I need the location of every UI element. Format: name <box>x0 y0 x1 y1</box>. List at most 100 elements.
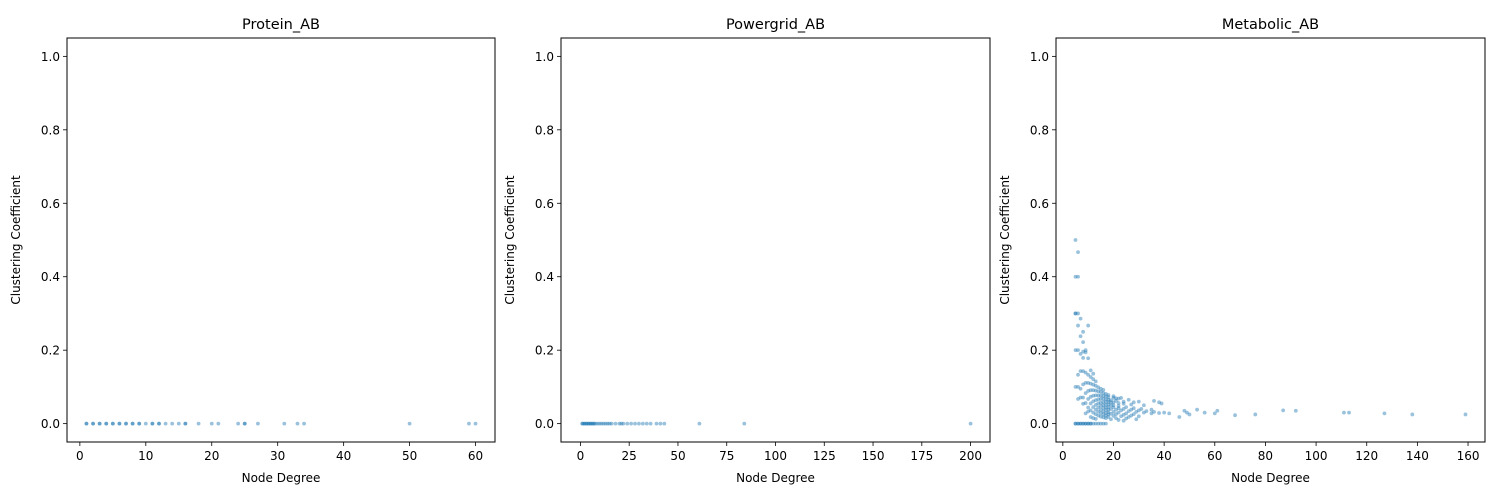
x-tick-label: 40 <box>336 449 351 463</box>
data-point <box>1152 398 1156 403</box>
data-point <box>1096 413 1101 418</box>
data-point <box>586 421 591 426</box>
data-point <box>1106 393 1111 397</box>
data-point <box>1103 421 1108 426</box>
y-tick-label: 0.0 <box>535 417 554 431</box>
data-point <box>1106 405 1111 410</box>
data-point <box>1086 389 1091 393</box>
plot-frame <box>1055 37 1486 443</box>
data-point <box>1124 405 1129 410</box>
data-point <box>590 421 595 426</box>
x-tick-label: 200 <box>959 449 982 463</box>
x-tick-label: 175 <box>910 449 933 463</box>
data-point <box>1088 381 1093 386</box>
data-point <box>1111 394 1116 398</box>
x-tick-label: 75 <box>719 449 734 463</box>
data-point <box>1078 386 1083 391</box>
data-point <box>648 421 653 426</box>
data-point <box>1086 397 1091 401</box>
data-point <box>1096 385 1101 390</box>
data-point <box>1093 407 1098 412</box>
data-point <box>143 421 148 426</box>
data-point <box>1109 407 1113 411</box>
data-point <box>1177 415 1182 419</box>
data-point <box>1141 403 1146 408</box>
data-point <box>584 421 589 426</box>
data-point <box>1109 398 1113 403</box>
x-tick-label: 120 <box>1355 449 1378 463</box>
data-point <box>91 421 95 426</box>
y-tick-label: 0.6 <box>535 197 554 211</box>
data-point <box>407 421 412 426</box>
x-axis-label: Node Degree <box>1231 471 1310 485</box>
data-point <box>1101 394 1106 398</box>
data-point <box>196 421 201 426</box>
data-point <box>97 421 102 426</box>
data-point <box>183 421 188 426</box>
data-point <box>236 421 241 426</box>
data-point <box>1086 323 1091 328</box>
data-point <box>1119 396 1123 400</box>
data-point <box>117 421 122 426</box>
data-point <box>1091 416 1096 421</box>
data-point <box>1078 369 1083 374</box>
data-point <box>613 421 618 426</box>
data-point <box>1121 399 1126 404</box>
data-point <box>97 421 102 426</box>
data-point <box>150 421 155 426</box>
x-tick-label: 25 <box>622 449 637 463</box>
data-point <box>1088 421 1093 426</box>
data-point <box>1111 409 1116 414</box>
data-point <box>662 421 667 426</box>
data-point <box>601 421 606 426</box>
y-tick-label: 0.6 <box>1030 197 1049 211</box>
data-point <box>1073 238 1078 242</box>
data-point <box>295 421 300 426</box>
data-point <box>1103 400 1108 404</box>
x-tick-label: 60 <box>1207 449 1222 463</box>
data-point <box>1144 409 1149 414</box>
y-tick-label: 1.0 <box>41 50 60 64</box>
data-point <box>1124 411 1129 416</box>
y-tick-label: 0.4 <box>535 270 554 284</box>
data-point <box>1086 421 1091 426</box>
data-point <box>1109 403 1113 408</box>
data-point <box>1088 375 1093 379</box>
data-point <box>1098 411 1103 415</box>
data-point <box>1101 409 1106 414</box>
data-point <box>1081 395 1085 400</box>
data-point <box>1096 397 1101 402</box>
data-point <box>1106 400 1111 404</box>
data-point <box>742 421 747 426</box>
data-point <box>1073 421 1078 426</box>
x-tick-label: 50 <box>670 449 685 463</box>
data-point <box>1093 398 1098 403</box>
x-tick-label: 0 <box>76 449 84 463</box>
data-point <box>1106 415 1111 419</box>
data-point <box>621 421 626 426</box>
data-point <box>1121 401 1126 406</box>
data-point <box>1091 371 1096 376</box>
data-point <box>1159 401 1164 406</box>
x-tick-label: 50 <box>402 449 417 463</box>
scatter-series <box>84 421 478 426</box>
data-point <box>1093 383 1098 388</box>
data-point <box>1083 370 1088 375</box>
data-point <box>1182 408 1187 413</box>
data-point <box>590 421 595 426</box>
data-point <box>1088 401 1093 406</box>
data-point <box>91 421 95 426</box>
data-point <box>1162 410 1167 415</box>
data-point <box>163 421 168 426</box>
data-point <box>1136 399 1141 404</box>
data-point <box>1098 390 1103 394</box>
data-point <box>1081 421 1085 426</box>
data-point <box>1281 408 1286 413</box>
data-point <box>1103 408 1108 412</box>
data-point <box>1096 405 1101 410</box>
data-point <box>1076 274 1080 279</box>
data-point <box>1109 417 1113 422</box>
data-point <box>1410 412 1415 417</box>
data-point <box>1083 421 1088 426</box>
